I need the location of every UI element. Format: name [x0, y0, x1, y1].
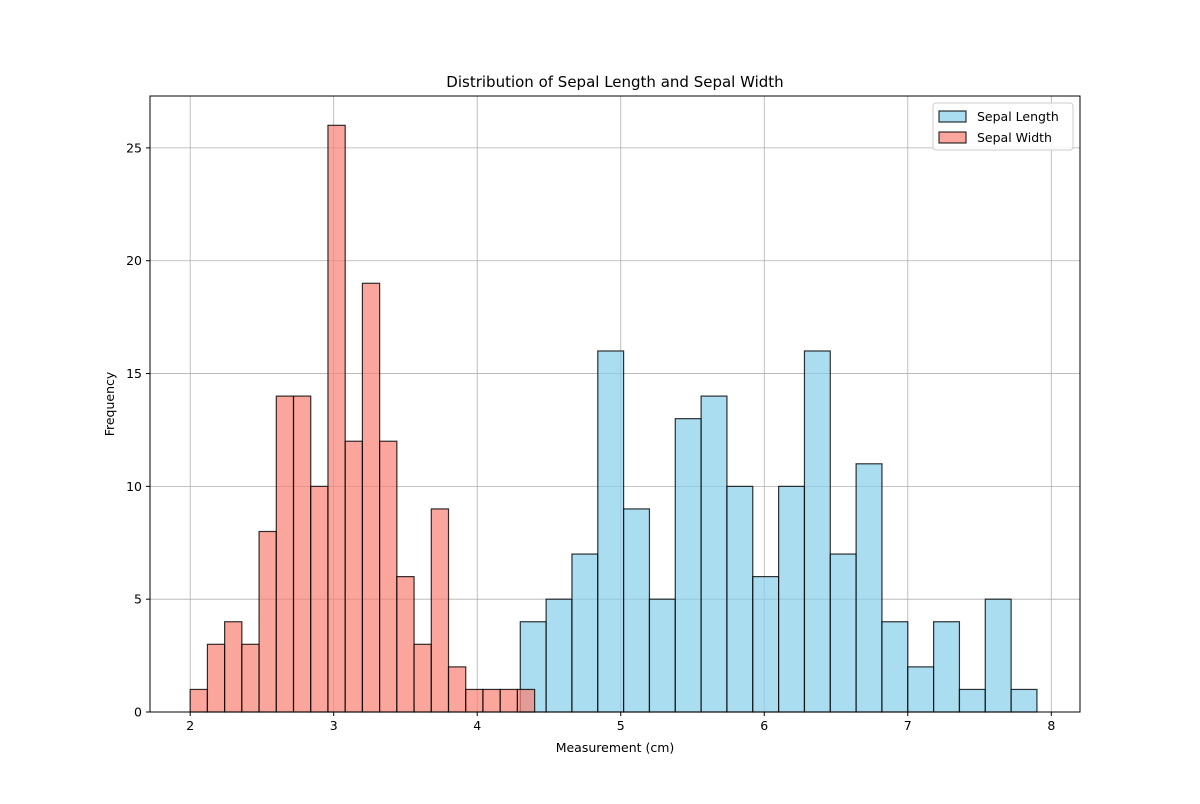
y-tick-label: 0	[134, 705, 142, 720]
sepal-width-bar	[206, 643, 226, 713]
y-tick-label: 10	[126, 479, 142, 494]
sepal-width-bar	[413, 643, 432, 713]
sepal-width-bar	[430, 508, 450, 713]
chart-title: Distribution of Sepal Length and Sepal W…	[446, 73, 783, 91]
legend-box	[932, 102, 1074, 151]
sepal-length-bar	[571, 553, 599, 713]
sepal-length-bar	[597, 350, 625, 713]
y-axis-label: Frequency	[102, 371, 117, 436]
sepal-width-bar	[482, 688, 501, 713]
plot-frame	[149, 95, 1081, 713]
sepal-length-bar	[648, 598, 676, 713]
sepal-width-bar	[516, 688, 536, 713]
x-tick-label: 2	[186, 718, 194, 733]
sepal-width-bar	[344, 440, 364, 713]
y-tick-label: 15	[126, 366, 142, 381]
sepal-width-bar	[379, 440, 398, 713]
x-tick-label: 8	[1047, 718, 1055, 733]
legend-swatch-sepal-width	[938, 131, 967, 144]
sepal-length-bar	[623, 508, 651, 713]
x-axis-label: Measurement (cm)	[556, 740, 675, 755]
sepal-length-bar	[881, 621, 909, 713]
sepal-width-bar	[189, 688, 209, 713]
sepal-length-bar	[855, 463, 883, 713]
y-tick-label: 25	[126, 140, 142, 155]
sepal-length-bar	[933, 621, 961, 713]
x-tick-label: 4	[473, 718, 481, 733]
legend-label-sepal-length: Sepal Length	[977, 109, 1059, 124]
x-tick-label: 7	[904, 718, 912, 733]
sepal-length-bar	[778, 485, 806, 713]
y-tick-label: 20	[126, 253, 142, 268]
sepal-width-bar	[310, 485, 329, 713]
legend-label-sepal-width: Sepal Width	[977, 130, 1052, 145]
sepal-width-bar	[292, 395, 312, 713]
sepal-length-bar	[726, 485, 754, 713]
sepal-length-bar	[752, 576, 780, 713]
x-tick-label: 5	[617, 718, 625, 733]
y-tick-label: 5	[134, 592, 142, 607]
sepal-width-bar	[258, 530, 277, 713]
sepal-width-bar	[396, 576, 415, 713]
sepal-length-bar	[545, 598, 573, 713]
sepal-length-bar	[958, 688, 986, 713]
sepal-length-bar	[829, 553, 857, 713]
x-tick-label: 3	[330, 718, 338, 733]
sepal-length-bar	[984, 598, 1012, 713]
sepal-width-bar	[224, 621, 243, 713]
sepal-width-bar	[499, 688, 519, 713]
sepal-width-bar	[275, 395, 295, 713]
sepal-length-bar	[1010, 688, 1038, 713]
sepal-length-bar	[700, 395, 728, 713]
legend: Sepal Length Sepal Width	[932, 102, 1074, 151]
sepal-width-bar	[361, 282, 381, 713]
sepal-width-bar	[447, 666, 467, 713]
x-tick-label: 6	[760, 718, 768, 733]
sepal-length-bar	[907, 666, 935, 713]
bars-layer	[189, 124, 1038, 713]
legend-swatch-sepal-length	[938, 110, 967, 123]
sepal-width-bar	[241, 643, 260, 713]
ticks-layer: 2 3 4 5 6 7 8 0 5 10 15 20 25	[126, 140, 1055, 733]
sepal-length-bar	[803, 350, 831, 713]
sepal-width-bar	[465, 688, 484, 713]
sepal-length-bar	[674, 418, 702, 713]
sepal-width-bar	[327, 124, 346, 713]
